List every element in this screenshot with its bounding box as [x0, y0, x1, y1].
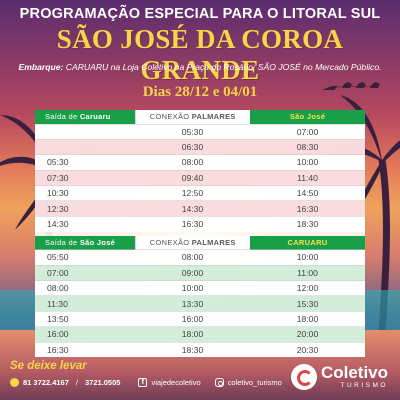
brand-subtitle: TURISMO: [340, 382, 388, 390]
arrival-time-cell: 18:00: [250, 310, 365, 327]
departure-time-cell: 12:30: [35, 200, 135, 217]
header-connection-palmares: CONEXÃO PALMARES: [134, 235, 250, 250]
header-arrival-sao-jose: São José: [250, 110, 365, 124]
departure-time-cell: [35, 123, 135, 140]
table-row: 07:30 09:40 11:40: [35, 169, 365, 186]
table-row: 16:30 18:30 20:30: [35, 341, 365, 358]
footer: Se deixe levar 81 3722.4167 / 3721.0505 …: [0, 358, 400, 400]
arrival-time-cell: 20:00: [250, 326, 365, 343]
arrival-time-cell: 12:00: [250, 280, 365, 296]
coletivo-logo-icon: [290, 364, 317, 390]
arrival-time-cell: 15:30: [250, 295, 365, 312]
table-row: 05:50 08:00 10:00: [35, 249, 365, 266]
facebook-icon[interactable]: [138, 377, 148, 387]
embark-text: CARUARU na Loja Coletivo na Praça do Ros…: [63, 62, 382, 72]
departure-time-cell: 11:30: [35, 295, 135, 312]
departure-time-cell: 10:30: [35, 185, 135, 201]
table-row: 05:30 08:00 10:00: [35, 154, 365, 171]
phone-number-1[interactable]: 81 3722.4167: [23, 378, 69, 387]
embark-info: Embarque: CARUARU na Loja Coletivo na Pr…: [10, 62, 390, 72]
departure-time-cell: 05:30: [35, 154, 135, 171]
connection-time-cell: 18:30: [135, 341, 250, 358]
connection-time-cell: 16:30: [135, 215, 250, 232]
table-row: 14:30 16:30 18:30: [35, 215, 365, 232]
arrival-time-cell: 11:40: [250, 169, 365, 186]
connection-time-cell: 12:50: [135, 185, 250, 201]
table-row: 08:00 10:00 12:00: [35, 280, 365, 296]
table-row: 12:30 14:30 16:30: [35, 200, 365, 217]
contact-info: 81 3722.4167 / 3721.0505 viajedecoletivo…: [10, 377, 282, 387]
connection-time-cell: 14:30: [135, 200, 250, 217]
departure-time-cell: 07:30: [35, 169, 135, 186]
schedule-tables: Saída de Caruaru CONEXÃO PALMARES São Jo…: [35, 110, 365, 358]
table-header-row: Saída de Caruaru CONEXÃO PALMARES São Jo…: [35, 110, 365, 124]
embark-label: Embarque:: [18, 62, 64, 72]
table-row: 06:30 08:30: [35, 138, 365, 155]
instagram-icon[interactable]: [214, 378, 224, 387]
table-header-row: Saída de São José CONEXÃO PALMARES CARUA…: [35, 235, 365, 250]
slogan: Se deixe levar: [10, 360, 87, 372]
connection-time-cell: 16:00: [135, 310, 250, 327]
page-subtitle: PROGRAMAÇÃO ESPECIAL PARA O LITORAL SUL: [19, 6, 381, 22]
connection-time-cell: 13:30: [135, 295, 250, 312]
phone-separator: /: [75, 378, 78, 387]
schedule-table-outbound: Saída de Caruaru CONEXÃO PALMARES São Jo…: [35, 110, 365, 232]
departure-time-cell: 07:00: [35, 264, 135, 281]
arrival-time-cell: 11:00: [250, 264, 365, 281]
departure-time-cell: 16:30: [35, 341, 135, 358]
arrival-time-cell: 07:00: [250, 123, 365, 140]
connection-time-cell: 08:00: [135, 249, 250, 266]
connection-time-cell: 09:00: [135, 264, 250, 281]
connection-time-cell: 05:30: [135, 123, 250, 140]
connection-time-cell: 10:00: [135, 280, 250, 296]
table-row: 16:00 18:00 20:00: [35, 326, 365, 343]
header-departure-caruaru: Saída de Caruaru: [35, 110, 135, 124]
departure-time-cell: [35, 138, 135, 155]
facebook-handle[interactable]: viajedecoletivo: [151, 378, 201, 387]
connection-time-cell: 18:00: [135, 326, 250, 343]
trip-dates: Dias 28/12 e 04/01: [142, 84, 258, 100]
header-arrival-caruaru: CARUARU: [250, 235, 365, 250]
arrival-time-cell: 18:30: [250, 215, 365, 232]
brand-name: Coletivo: [320, 363, 388, 383]
phone-icon: [10, 378, 19, 387]
departure-time-cell: 14:30: [35, 215, 135, 232]
arrival-time-cell: 14:50: [250, 185, 365, 201]
instagram-handle[interactable]: coletivo_turismo: [227, 378, 282, 387]
departure-time-cell: 13:50: [35, 310, 135, 327]
header-connection-palmares: CONEXÃO PALMARES: [134, 110, 250, 124]
table-row: 07:00 09:00 11:00: [35, 264, 365, 281]
santa-sleigh-icon: [322, 82, 380, 90]
departure-time-cell: 05:50: [35, 249, 135, 266]
arrival-time-cell: 16:30: [250, 200, 365, 217]
header-departure-sao-jose: Saída de São José: [35, 235, 135, 250]
table-row: 13:50 16:00 18:00: [35, 310, 365, 327]
table-row: 10:30 12:50 14:50: [35, 185, 365, 201]
arrival-time-cell: 20:30: [250, 341, 365, 358]
schedule-table-return: Saída de São José CONEXÃO PALMARES CARUA…: [35, 235, 365, 358]
connection-time-cell: 08:00: [135, 154, 250, 171]
table-row: 11:30 13:30 15:30: [35, 295, 365, 312]
arrival-time-cell: 10:00: [250, 249, 365, 266]
page-title: SÃO JOSÉ DA COROA GRANDE: [56, 24, 344, 85]
phone-number-2[interactable]: 3721.0505: [84, 378, 121, 387]
arrival-time-cell: 10:00: [250, 154, 365, 171]
connection-time-cell: 06:30: [135, 138, 250, 155]
table-row: 05:30 07:00: [35, 123, 365, 140]
arrival-time-cell: 08:30: [250, 138, 365, 155]
brand-logo: Coletivo TURISMO: [290, 363, 388, 390]
connection-time-cell: 09:40: [135, 169, 250, 186]
departure-time-cell: 08:00: [35, 280, 135, 296]
departure-time-cell: 16:00: [35, 326, 135, 343]
